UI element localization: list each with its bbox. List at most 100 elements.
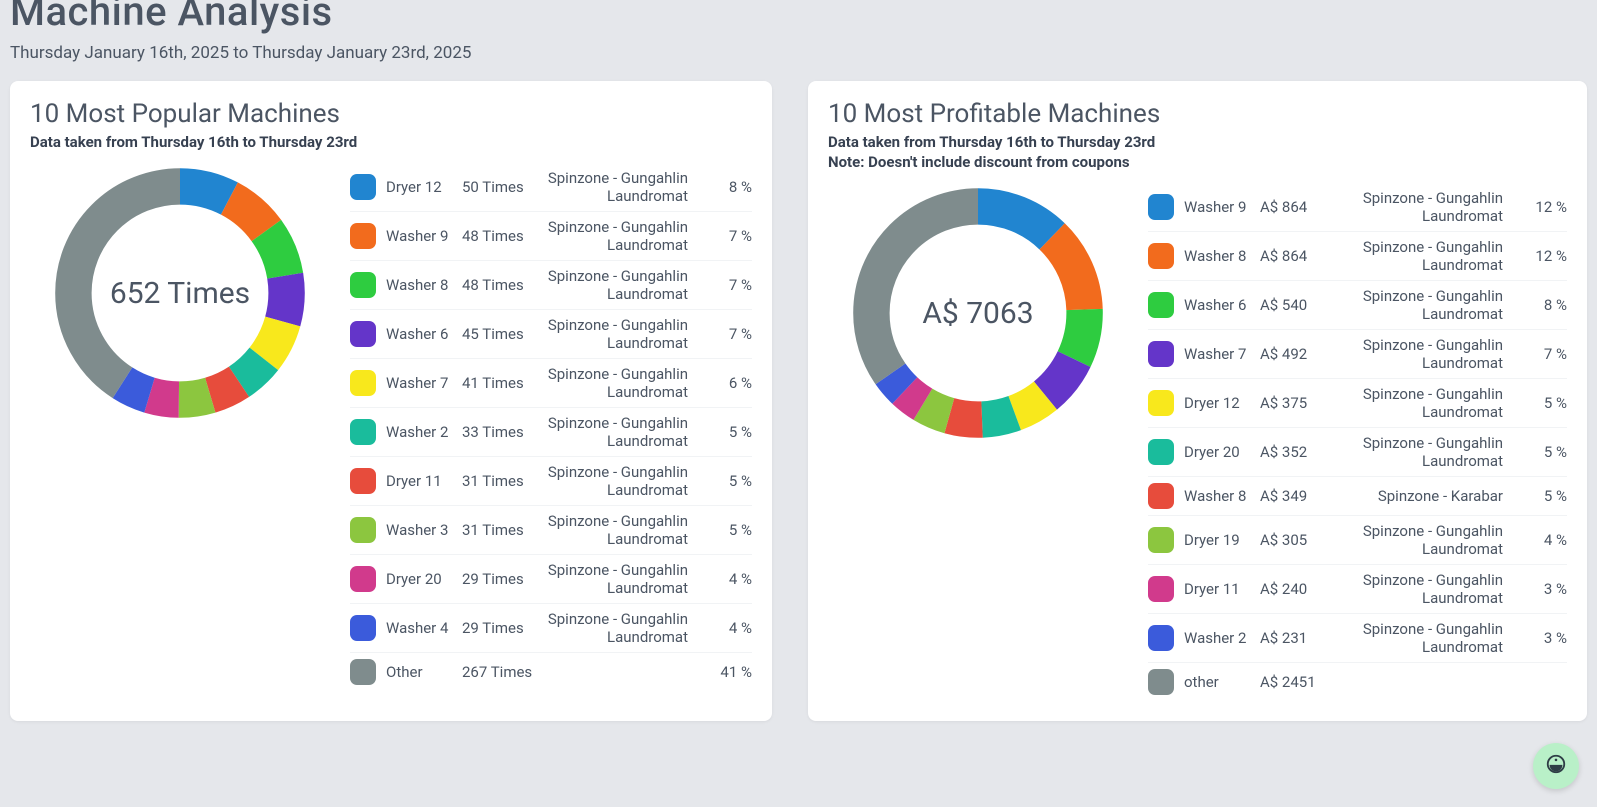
value: 29 Times [462,619,534,637]
machine-name: Washer 6 [386,325,452,343]
value: A$ 864 [1260,198,1332,216]
color-swatch [1148,194,1174,220]
machine-name: Washer 8 [1184,487,1250,505]
page-header: Machine Analysis Thursday January 16th, … [10,0,1587,81]
legend-row[interactable]: Washer 8 48 Times Spinzone - Gungahlin Lau… [350,261,752,310]
profitable-title: 10 Most Profitable Machines [828,99,1567,129]
color-swatch [1148,576,1174,602]
percent: 12 % [1519,198,1567,216]
value: A$ 864 [1260,247,1332,265]
legend-row[interactable]: Other267 Times41 % [350,653,752,691]
legend-row[interactable]: Washer 233 TimesSpinzone - Gungahlin Lau… [350,408,752,457]
percent: 4 % [704,570,752,588]
location: Spinzone - Gungahlin Laundromat [544,463,694,499]
legend-row[interactable]: Dryer 20A$ 352Spinzone - Gungahlin Laund… [1148,428,1567,477]
legend-row[interactable]: Dryer 2029 TimesSpinzone - Gungahlin Lau… [350,555,752,604]
percent: 5 % [704,472,752,490]
color-swatch [350,370,376,396]
percent: 7 % [704,276,752,294]
legend-row[interactable]: Washer 645 TimesSpinzone - Gungahlin Lau… [350,310,752,359]
percent: 7 % [1519,345,1567,363]
color-swatch [350,272,376,298]
legend-row[interactable]: Dryer 19 A$ 305 Spinzone - Gungahlin Laund… [1148,516,1567,565]
legend-row[interactable]: Washer 2 A$ 231 Spinzone - Gungahlin Laund… [1148,614,1567,663]
legend-row[interactable]: Washer 8A$ 349Spinzone - Karabar5 % [1148,477,1567,516]
value: 31 Times [462,521,534,539]
percent: 3 % [1519,629,1567,647]
help-icon [1545,753,1567,779]
machine-name: other [1184,673,1250,691]
color-swatch [350,321,376,347]
location: Spinzone - Gungahlin Laundromat [544,267,694,303]
legend-row[interactable]: Washer 331 TimesSpinzone - Gungahlin Lau… [350,506,752,555]
color-swatch [350,468,376,494]
color-swatch [1148,292,1174,318]
value: A$ 231 [1260,629,1332,647]
profitable-donut-wrap: A$ 7063 [828,183,1128,701]
color-swatch [350,223,376,249]
color-swatch [350,615,376,641]
popular-legend: Dryer 1250 TimesSpinzone - Gungahlin Lau… [350,163,752,691]
machine-name: Dryer 19 [1184,531,1250,549]
location: Spinzone - Gungahlin Laundromat [1342,336,1509,372]
location: Spinzone - Gungahlin Laundromat [544,414,694,450]
value: 31 Times [462,472,534,490]
panels-row: 10 Most Popular Machines Data taken from… [10,81,1587,721]
color-swatch [1148,439,1174,465]
machine-name: Dryer 20 [1184,443,1250,461]
location: Spinzone - Karabar [1342,487,1509,505]
location: Spinzone - Gungahlin Laundromat [1342,385,1509,421]
value: A$ 375 [1260,394,1332,412]
legend-row[interactable]: Washer 8A$ 864Spinzone - Gungahlin Laund… [1148,232,1567,281]
color-swatch [1148,390,1174,416]
machine-name: Dryer 12 [386,178,452,196]
color-swatch [350,659,376,685]
popular-subtitle: Data taken from Thursday 16th to Thursda… [30,133,752,151]
location: Spinzone - Gungahlin Laundromat [1342,620,1509,656]
percent: 3 % [1519,580,1567,598]
value: 48 Times [462,227,534,245]
machine-name: Washer 9 [386,227,452,245]
location: Spinzone - Gungahlin Laundromat [1342,434,1509,470]
legend-row[interactable]: otherA$ 2451 [1148,663,1567,701]
legend-row[interactable]: Washer 9 48 Times Spinzone - Gungahlin Lau… [350,212,752,261]
legend-row[interactable]: Washer 429 TimesSpinzone - Gungahlin Lau… [350,604,752,653]
legend-row[interactable]: Washer 741 TimesSpinzone - Gungahlin Lau… [350,359,752,408]
value: 41 Times [462,374,534,392]
legend-row[interactable]: Dryer 12 A$ 375 Spinzone - Gungahlin Laund… [1148,379,1567,428]
value: 48 Times [462,276,534,294]
percent: 4 % [1519,531,1567,549]
legend-row[interactable]: Washer 6A$ 540Spinzone - Gungahlin Laund… [1148,281,1567,330]
popular-title: 10 Most Popular Machines [30,99,752,129]
machine-name: Washer 6 [1184,296,1250,314]
location: Spinzone - Gungahlin Laundromat [1342,571,1509,607]
legend-row[interactable]: Washer 9A$ 864Spinzone - Gungahlin Laund… [1148,183,1567,232]
location: Spinzone - Gungahlin Laundromat [544,218,694,254]
popular-center-label: 652 Times [50,163,310,423]
value: A$ 305 [1260,531,1332,549]
percent: 5 % [1519,394,1567,412]
color-swatch [350,517,376,543]
percent: 8 % [1519,296,1567,314]
machine-name: Dryer 11 [1184,580,1250,598]
percent: 7 % [704,227,752,245]
legend-row[interactable]: Dryer 1131 TimesSpinzone - Gungahlin Lau… [350,457,752,506]
machine-name: Washer 2 [1184,629,1250,647]
location: Spinzone - Gungahlin Laundromat [544,169,694,205]
color-swatch [350,419,376,445]
machine-name: Dryer 12 [1184,394,1250,412]
value: A$ 240 [1260,580,1332,598]
machine-name: Other [386,663,452,681]
help-fab[interactable] [1533,743,1579,789]
popular-donut-wrap: 652 Times [30,163,330,691]
legend-row[interactable]: Dryer 1250 TimesSpinzone - Gungahlin Lau… [350,163,752,212]
popular-body: 652 Times Dryer 1250 TimesSpinzone - Gun… [30,163,752,691]
value: A$ 540 [1260,296,1332,314]
percent: 41 % [704,663,752,681]
legend-row[interactable]: Washer 7A$ 492Spinzone - Gungahlin Laund… [1148,330,1567,379]
legend-row[interactable]: Dryer 11 A$ 240 Spinzone - Gungahlin Laund… [1148,565,1567,614]
machine-name: Washer 8 [386,276,452,294]
page: Machine Analysis Thursday January 16th, … [0,0,1597,741]
machine-name: Washer 3 [386,521,452,539]
location: Spinzone - Gungahlin Laundromat [1342,522,1509,558]
